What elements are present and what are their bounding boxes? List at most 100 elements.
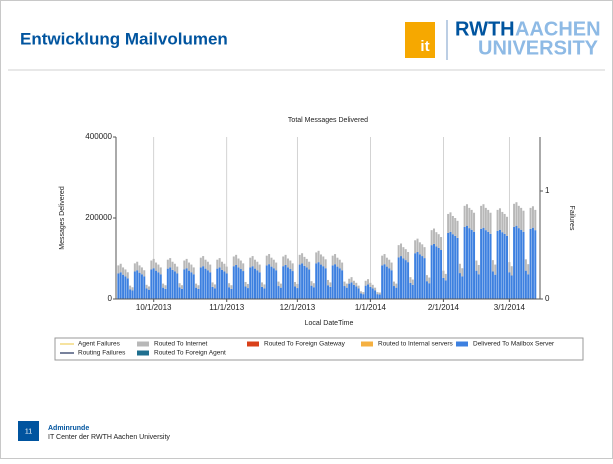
- bar-segment: [171, 261, 174, 270]
- bar-segment: [510, 275, 513, 299]
- bar-segment: [503, 213, 506, 234]
- bar-segment: [237, 267, 240, 299]
- bar-segment: [310, 281, 313, 286]
- bar-segment: [513, 203, 516, 227]
- bar-segment: [451, 234, 454, 299]
- bar-segment: [513, 226, 516, 299]
- bar-segment: [334, 254, 337, 265]
- bar-segment: [272, 268, 275, 299]
- bar-segment: [251, 256, 254, 267]
- bar-segment: [515, 225, 518, 299]
- bar-segment: [301, 263, 304, 299]
- bar-segment: [220, 269, 224, 299]
- bar-segment: [261, 282, 264, 287]
- bar-segment: [159, 274, 162, 299]
- bar-segment: [258, 272, 261, 299]
- bar-segment: [284, 254, 287, 265]
- bar-segment: [228, 287, 231, 299]
- bar-segment: [388, 259, 391, 269]
- bar-segment: [317, 262, 320, 299]
- bar-segment: [477, 264, 480, 275]
- bar-segment: [253, 268, 256, 299]
- bar-segment: [364, 280, 367, 286]
- bar-segment: [383, 254, 386, 265]
- bar-segment: [470, 209, 473, 230]
- bar-segment: [329, 286, 332, 299]
- bar-segment: [480, 205, 483, 229]
- bar-segment: [126, 272, 129, 279]
- bar-segment: [442, 277, 445, 299]
- bar-segment: [392, 286, 395, 299]
- bar-segment: [279, 283, 282, 288]
- bar-segment: [268, 254, 271, 265]
- bar-segment: [209, 272, 212, 299]
- bar-segment: [362, 294, 365, 299]
- bar-segment: [261, 286, 264, 299]
- bar-segment: [432, 243, 436, 299]
- bar-segment: [352, 284, 355, 299]
- chart-title: Total Messages Delivered: [288, 117, 368, 124]
- bar-segment: [369, 286, 372, 299]
- bar-segment: [147, 289, 150, 299]
- bar-segment: [166, 268, 169, 299]
- bar-segment: [444, 273, 447, 281]
- bar-segment: [367, 284, 370, 299]
- bar-segment: [209, 264, 212, 273]
- bar-segment: [322, 266, 325, 299]
- bar-segment: [265, 265, 268, 299]
- bar-segment: [494, 264, 497, 275]
- bar-segment: [176, 266, 179, 274]
- x-tick-label: 1/1/2014: [355, 303, 387, 312]
- bar-segment: [355, 286, 358, 299]
- bar-segment: [355, 282, 358, 287]
- bar-segment: [275, 270, 278, 299]
- bar-segment: [317, 250, 320, 263]
- bar-segment: [282, 256, 285, 267]
- bar-segment: [501, 232, 504, 299]
- bar-segment: [263, 288, 266, 299]
- bar-segment: [383, 264, 386, 299]
- legend-swatch: [247, 341, 259, 347]
- bar-segment: [487, 209, 490, 232]
- bar-segment: [421, 244, 424, 257]
- bar-segment: [404, 260, 407, 299]
- bar-segment: [272, 259, 275, 269]
- bar-segment: [491, 271, 494, 299]
- bar-segment: [494, 274, 497, 299]
- bar-segment: [124, 276, 127, 299]
- bar-segment: [489, 233, 492, 299]
- bar-segment: [496, 209, 499, 231]
- bar-segment: [440, 249, 443, 299]
- bar-segment: [164, 285, 167, 289]
- bar-segment: [520, 207, 523, 230]
- bar-segment: [188, 262, 191, 271]
- bar-segment: [298, 254, 301, 265]
- bar-segment: [506, 235, 509, 299]
- bar-segment: [508, 262, 511, 273]
- bar-segment: [286, 258, 289, 268]
- bar-segment: [310, 285, 313, 299]
- bar-segment: [303, 256, 306, 266]
- bar-segment: [197, 285, 200, 289]
- bar-segment: [362, 292, 365, 295]
- bar-segment: [400, 256, 403, 299]
- bar-segment: [385, 266, 388, 299]
- bar-segment: [312, 283, 315, 288]
- bar-segment: [444, 280, 447, 299]
- bar-segment: [463, 205, 466, 227]
- bar-segment: [409, 277, 412, 283]
- bar-segment: [440, 237, 443, 250]
- bar-segment: [423, 247, 426, 259]
- bar-segment: [279, 287, 282, 299]
- bar-segment: [204, 259, 207, 269]
- bar-segment: [145, 288, 148, 299]
- bar-segment: [305, 258, 308, 268]
- bar-segment: [225, 273, 228, 299]
- bar-segment: [268, 264, 271, 299]
- x-tick-label: 3/1/2014: [494, 303, 526, 312]
- bar-segment: [324, 268, 327, 299]
- bar-segment: [152, 268, 155, 299]
- bar-segment: [218, 258, 221, 268]
- bar-segment: [183, 269, 186, 299]
